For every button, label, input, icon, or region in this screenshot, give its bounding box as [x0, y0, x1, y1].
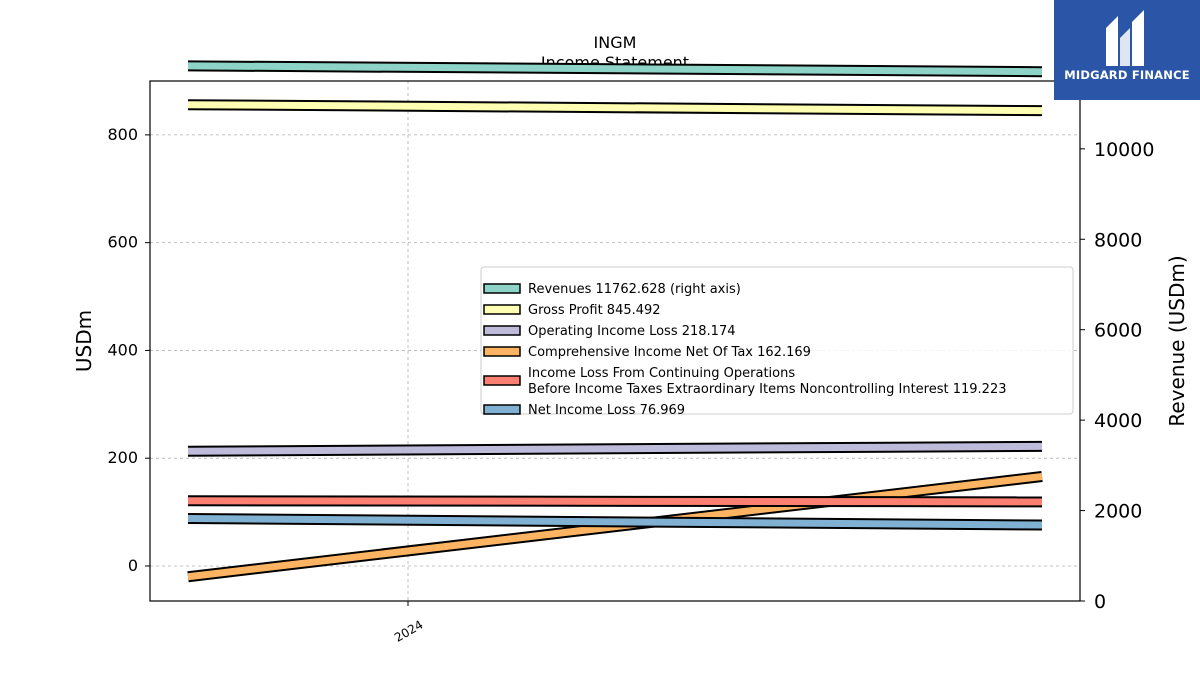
legend-label: Net Income Loss 76.969	[528, 403, 685, 418]
series-line	[187, 515, 1043, 529]
chart-title: INGM	[594, 33, 637, 52]
brand-name: MIDGARD FINANCE	[1064, 68, 1190, 82]
x-tick-label: 2024	[392, 617, 425, 644]
right-tick-label: 6000	[1094, 320, 1142, 342]
legend-label-line: Income Loss From Continuing Operations	[528, 366, 795, 381]
legend-item-comprehensive-income-net-of-tax: Comprehensive Income Net Of Tax 162.169	[483, 345, 811, 360]
legend-swatch	[483, 283, 521, 294]
legend: Revenues 11762.628 (right axis) Gross Pro…	[480, 266, 1074, 418]
right-axis-label: Revenue (USDm)	[1165, 255, 1189, 426]
midgard-logo-icon	[1106, 10, 1144, 66]
legend-item-operating-income-loss: Operating Income Loss 218.174	[483, 324, 736, 339]
legend-swatch	[483, 304, 521, 315]
series-net-income-loss	[187, 513, 1043, 531]
series-gross-profit	[187, 99, 1043, 117]
legend-swatch	[483, 404, 521, 415]
series-operating-income-loss	[187, 440, 1043, 457]
brand-logo: MIDGARD FINANCE	[1054, 0, 1200, 100]
legend-swatch	[483, 325, 521, 336]
legend-label-line: Gross Profit 845.492	[528, 303, 661, 318]
left-axis-label: USDm	[72, 310, 96, 372]
series-income-loss-from-continuing-operations-before-income-taxes-extraordinary-items-noncontrolling-interest	[187, 495, 1043, 508]
left-tick-label: 0	[128, 556, 138, 575]
series-line	[187, 101, 1043, 115]
legend-box	[480, 266, 1074, 415]
legend-label-line: Net Income Loss 76.969	[528, 403, 685, 418]
left-axis-ticks: 0 200 400 600 800	[107, 125, 150, 575]
legend-label-line: Revenues 11762.628 (right axis)	[528, 282, 741, 297]
legend-item-revenues: Revenues 11762.628 (right axis)	[483, 282, 741, 297]
right-tick-label: 10000	[1094, 139, 1154, 161]
left-tick-label: 400	[107, 340, 138, 359]
legend-label: Operating Income Loss 218.174	[528, 324, 736, 339]
legend-swatch	[483, 346, 521, 357]
legend-label: Comprehensive Income Net Of Tax 162.169	[528, 345, 811, 360]
series-line	[187, 497, 1043, 506]
legend-item-gross-profit: Gross Profit 845.492	[483, 303, 661, 318]
right-axis-ticks: 0 2000 4000 6000 8000 10000	[1080, 139, 1154, 613]
legend-swatch	[483, 375, 521, 386]
series-layer	[187, 60, 1043, 583]
x-axis-ticks: 2024	[392, 601, 426, 645]
series-revenues	[187, 60, 1043, 78]
left-tick-label: 200	[107, 448, 138, 467]
legend-item-income-loss-from-continuing-operations-before-income-taxes-extraordinary-items-noncontrolling-interest: Income Loss From Continuing Operations Be…	[483, 366, 1007, 397]
right-tick-label: 8000	[1094, 229, 1142, 251]
left-tick-label: 800	[107, 125, 138, 144]
series-line	[187, 62, 1043, 76]
legend-label-line: Before Income Taxes Extraordinary Items …	[528, 382, 1007, 397]
legend-label-line: Operating Income Loss 218.174	[528, 324, 736, 339]
right-tick-label: 2000	[1094, 501, 1142, 523]
legend-label: Gross Profit 845.492	[528, 303, 661, 318]
legend-label: Income Loss From Continuing Operations Be…	[528, 366, 1007, 397]
left-tick-label: 600	[107, 233, 138, 252]
legend-item-net-income-loss: Net Income Loss 76.969	[483, 403, 685, 418]
plot-frame	[149, 80, 1081, 602]
legend-label-line: Comprehensive Income Net Of Tax 162.169	[528, 345, 811, 360]
legend-label: Revenues 11762.628 (right axis)	[528, 282, 741, 297]
right-tick-label: 0	[1094, 591, 1106, 613]
right-tick-label: 4000	[1094, 410, 1142, 432]
series-line	[187, 442, 1043, 455]
